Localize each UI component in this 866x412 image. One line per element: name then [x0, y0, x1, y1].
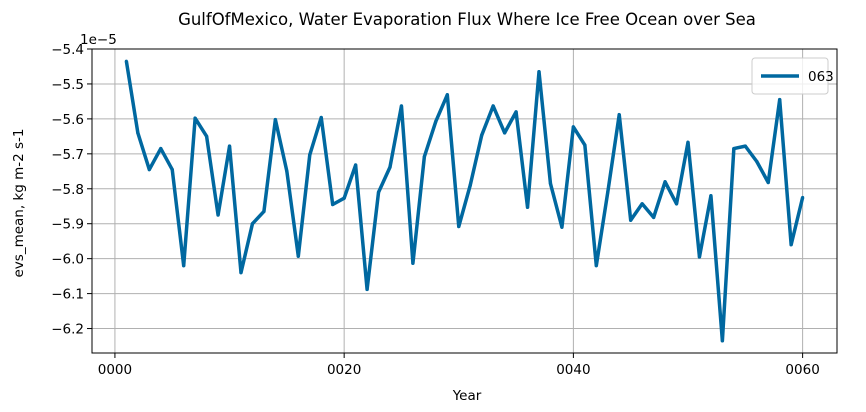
data-point	[560, 225, 564, 229]
data-point	[319, 115, 323, 120]
data-point	[480, 133, 484, 137]
data-point	[594, 264, 598, 268]
data-point	[170, 167, 174, 172]
data-point	[743, 144, 747, 148]
data-point	[388, 165, 392, 169]
y-axis: −5.4 −5.5 −5.6 −5.7 −5.8 −5.9 −6.0 −6.1 −6.2	[51, 42, 92, 338]
data-point	[354, 163, 358, 167]
data-point	[606, 190, 610, 194]
data-point	[663, 180, 667, 184]
data-point	[583, 143, 587, 147]
data-point	[376, 190, 381, 194]
x-axis: 0000 0020 0040 0060	[98, 353, 820, 378]
y-tick-label: −5.4	[51, 42, 84, 58]
data-point	[457, 224, 461, 229]
data-point	[491, 104, 495, 108]
data-point	[205, 134, 209, 138]
y-offset-label: 1e−5	[80, 32, 117, 48]
data-point	[548, 181, 553, 186]
data-point	[285, 169, 289, 173]
x-tick-label: 0000	[98, 362, 132, 378]
y-tick-label: −6.0	[51, 252, 84, 268]
data-point	[331, 202, 335, 207]
data-point	[193, 116, 197, 120]
data-point	[686, 140, 690, 144]
data-point	[273, 117, 277, 122]
data-point	[514, 110, 518, 114]
y-tick-label: −5.9	[51, 217, 84, 233]
y-tick-label: −5.8	[51, 182, 84, 198]
data-point	[434, 119, 438, 123]
data-point	[525, 205, 530, 209]
y-tick-label: −6.2	[51, 322, 84, 338]
data-point	[250, 222, 255, 226]
data-point	[801, 195, 805, 200]
data-point	[399, 104, 404, 108]
y-tick-label: −5.6	[51, 112, 84, 128]
x-tick-label: 0060	[785, 362, 819, 378]
series-layer	[124, 59, 805, 343]
data-point	[159, 146, 163, 151]
data-point	[697, 255, 702, 259]
data-point	[445, 93, 449, 97]
data-point	[365, 287, 369, 291]
data-point	[766, 180, 770, 185]
data-point	[640, 202, 644, 206]
data-point	[789, 243, 793, 247]
data-point	[617, 113, 621, 117]
x-tick-label: 0040	[556, 362, 590, 378]
data-point	[778, 98, 782, 102]
legend: 063	[751, 57, 834, 95]
data-point	[629, 218, 633, 222]
data-point	[537, 70, 541, 74]
data-point	[342, 196, 346, 200]
x-tick-label: 0020	[327, 362, 361, 378]
data-point	[674, 202, 679, 206]
data-point	[422, 155, 426, 159]
y-tick-label: −5.7	[51, 147, 84, 163]
data-point	[732, 146, 736, 151]
series-line-063	[124, 60, 805, 343]
data-point	[124, 59, 128, 63]
y-tick-label: −5.5	[51, 77, 84, 93]
legend-label: 063	[808, 69, 834, 85]
y-axis-label: evs_mean, kg m-2 s-1	[11, 128, 27, 277]
x-axis-label: Year	[452, 388, 482, 404]
data-point	[216, 213, 220, 217]
data-point	[296, 254, 300, 258]
plot-area-frame	[91, 48, 838, 354]
data-point	[239, 271, 243, 275]
data-point	[262, 209, 266, 214]
data-point	[308, 153, 312, 157]
data-point	[147, 167, 151, 172]
data-point	[571, 125, 575, 129]
data-point	[227, 144, 232, 148]
data-point	[652, 215, 656, 220]
data-point	[755, 159, 759, 164]
data-point	[720, 339, 724, 343]
y-tick-label: −6.1	[51, 287, 84, 303]
chart-title: GulfOfMexico, Water Evaporation Flux Whe…	[178, 10, 756, 29]
data-point	[709, 194, 713, 198]
data-point	[468, 183, 472, 187]
data-point	[182, 264, 186, 268]
data-point	[136, 131, 140, 135]
data-point	[503, 131, 507, 135]
data-point	[411, 261, 415, 265]
